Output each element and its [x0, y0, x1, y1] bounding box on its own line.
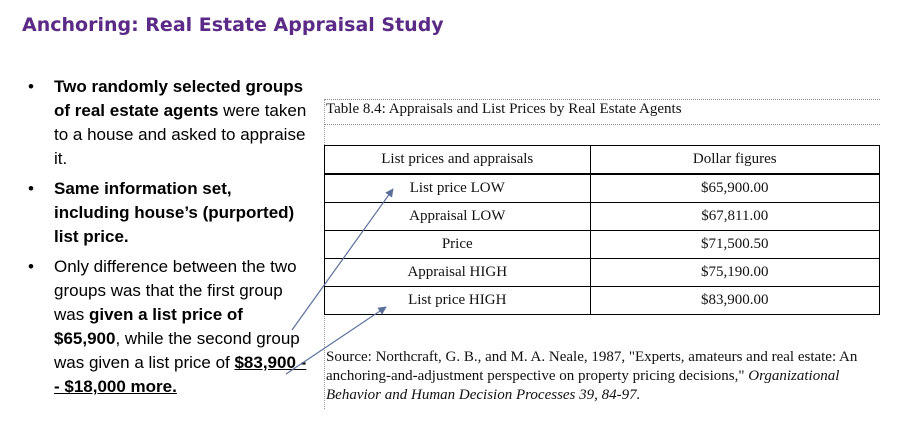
table-caption: Table 8.4: Appraisals and List Prices by… [326, 101, 682, 117]
slide-title: Anchoring: Real Estate Appraisal Study [22, 14, 444, 36]
table-row: List price HIGH $83,900.00 [324, 286, 881, 315]
bullet-item: Two randomly selected groups of real est… [28, 75, 308, 171]
table-cell: $83,900.00 [589, 286, 881, 315]
caption-bottom-rule [324, 124, 880, 125]
column-header: List prices and appraisals [324, 145, 591, 175]
table-cell: $65,900.00 [589, 173, 881, 203]
table-row: Appraisal HIGH $75,190.00 [324, 258, 881, 287]
table-cell: List price HIGH [324, 286, 591, 315]
caption-top-rule [324, 99, 880, 100]
bullet-bold-text: Two randomly selected groups of real est… [54, 77, 304, 120]
bullet-item: Same information set, including house’s … [28, 177, 308, 249]
bullet-bold-text: Same information set, including house’s … [54, 179, 295, 246]
appraisal-table: List prices and appraisals Dollar figure… [324, 145, 881, 315]
table-row: Appraisal LOW $67,811.00 [324, 202, 881, 231]
table-cell: List price LOW [324, 173, 591, 203]
bullet-bold-text: given a list price of $65,900 [54, 305, 243, 348]
table-cell: $75,190.00 [589, 258, 881, 287]
table-cell: Appraisal LOW [324, 202, 591, 231]
source-journal: Organizational Behavior and Human Decisi… [326, 368, 840, 403]
bullet-text: , while the second group was given a lis… [54, 329, 300, 372]
column-header: Dollar figures [589, 145, 881, 175]
bullet-list: Two randomly selected groups of real est… [28, 75, 308, 405]
bullet-text: were taken to a house and asked to appra… [54, 101, 307, 168]
table-row: List price LOW $65,900.00 [324, 173, 881, 203]
table-cell: $67,811.00 [589, 202, 881, 231]
table-header-row: List prices and appraisals Dollar figure… [324, 145, 881, 175]
table-row: Price $71,500.50 [324, 230, 881, 259]
bullet-text: Only difference between the two groups w… [54, 257, 297, 324]
table-cell: Appraisal HIGH [324, 258, 591, 287]
table-cell: Price [324, 230, 591, 259]
source-text: Source: Northcraft, G. B., and M. A. Nea… [326, 349, 858, 384]
table-cell: $71,500.50 [589, 230, 881, 259]
source-citation: Source: Northcraft, G. B., and M. A. Nea… [326, 348, 896, 405]
bullet-item: Only difference between the two groups w… [28, 255, 308, 399]
